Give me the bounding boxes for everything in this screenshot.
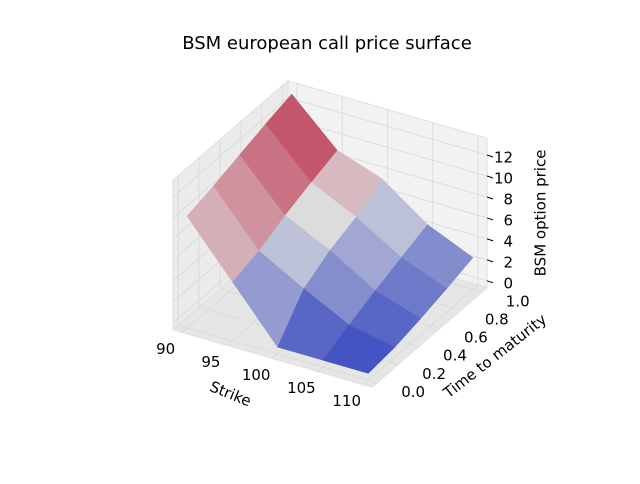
z-tick-label: 0: [504, 274, 514, 292]
grid-line: [178, 324, 378, 384]
grid-line: [287, 97, 488, 156]
z-tick-label: 10: [494, 170, 513, 188]
z-tick-label: 12: [494, 149, 513, 167]
y-tick-label: 0.2: [422, 365, 446, 383]
grid-line: [362, 284, 479, 385]
y-tick-label: 0.8: [485, 311, 509, 329]
z-tick: [486, 175, 494, 179]
x-tick-label: 100: [242, 366, 271, 384]
z-tick: [486, 217, 494, 221]
chart-title: BSM european call price surface: [182, 33, 472, 54]
z-tick-label: 8: [504, 190, 514, 208]
z-tick-label: 4: [504, 232, 514, 250]
grid-line: [172, 97, 289, 198]
x-tick-label: 90: [156, 340, 175, 358]
y-tick-label: 1.0: [506, 292, 530, 310]
z-tick: [486, 280, 494, 284]
z-tick: [486, 259, 494, 263]
z-tick-label: 2: [504, 253, 514, 271]
z-axis-label: BSM option price: [532, 150, 550, 277]
y-tick-label: 0.0: [401, 383, 425, 401]
z-tick: [486, 196, 494, 200]
grid-line: [287, 118, 488, 177]
y-tick-label: 0.4: [443, 347, 467, 365]
x-tick-label: 95: [201, 353, 220, 371]
x-tick-label: 110: [332, 392, 361, 410]
x-tick-label: 105: [287, 379, 316, 397]
surface-patch: [322, 324, 395, 374]
y-tick-label: 0.6: [464, 329, 488, 347]
z-tick: [486, 154, 494, 158]
surface-patch: [186, 185, 259, 283]
z-tick-label: 6: [504, 211, 514, 229]
z-tick: [486, 238, 494, 242]
